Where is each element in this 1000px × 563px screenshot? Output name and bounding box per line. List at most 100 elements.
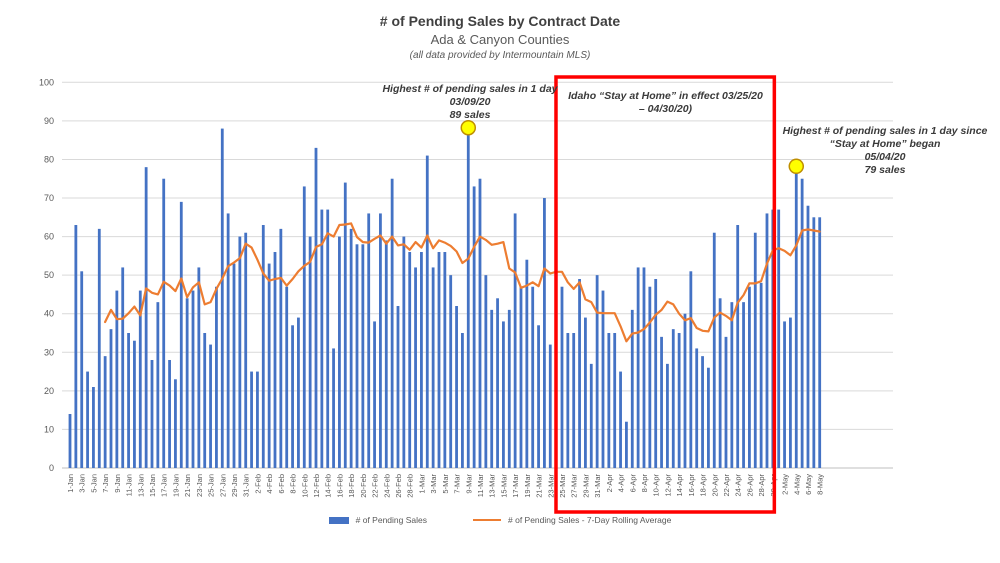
bar (695, 348, 699, 468)
bar (466, 124, 470, 469)
x-tick-label: 6-Apr (628, 474, 637, 493)
annotation-line: Highest # of pending sales in 1 day sinc… (782, 125, 988, 137)
bar (273, 252, 277, 468)
bar (232, 263, 236, 468)
x-tick-label: 22-Apr (722, 474, 731, 497)
bar (648, 286, 652, 468)
x-tick-label: 31-Mar (593, 474, 602, 498)
bar (373, 321, 376, 468)
x-tick-label: 26-Feb (394, 474, 403, 498)
bar (414, 267, 417, 468)
bar (384, 240, 388, 468)
bars (68, 124, 822, 469)
bar (308, 236, 312, 468)
bar (431, 267, 435, 468)
bar (197, 267, 201, 468)
bar (367, 213, 371, 468)
bar (256, 371, 259, 468)
x-tick-label: 14-Feb (324, 474, 333, 498)
bar (748, 286, 751, 468)
x-tick-label: 19-Mar (523, 474, 532, 498)
bar (162, 178, 166, 468)
bar (789, 317, 792, 468)
x-tick-label: 8-Apr (640, 474, 649, 493)
bar (420, 252, 423, 468)
x-tick-label: 28-Apr (757, 474, 766, 497)
chart-subtitle: Ada & Canyon Counties (430, 32, 570, 47)
bar (390, 178, 394, 468)
bar (537, 325, 540, 468)
x-tick-label: 16-Feb (335, 474, 344, 498)
bar (607, 333, 611, 468)
bar (642, 267, 646, 468)
y-tick-label: 60 (44, 232, 54, 242)
bar (572, 333, 576, 468)
x-tick-label: 23-Jan (195, 474, 204, 497)
x-tick-label: 29-Mar (581, 474, 590, 498)
x-tick-label: 31-Jan (242, 474, 251, 497)
y-tick-label: 10 (44, 424, 54, 434)
bar (496, 298, 499, 468)
bar (425, 155, 429, 468)
bar (707, 367, 710, 468)
x-tick-label: 1-Jan (66, 474, 75, 493)
x-tick-label: 4-May (792, 474, 801, 495)
bar (191, 290, 195, 468)
bar (379, 213, 382, 468)
bar (349, 228, 353, 468)
chart-title: # of Pending Sales by Contract Date (379, 13, 621, 29)
bar (677, 333, 681, 468)
bar (689, 271, 693, 468)
bar (630, 309, 634, 468)
bar (185, 298, 189, 468)
bar (654, 279, 658, 468)
bar (765, 213, 769, 468)
bar (800, 178, 804, 468)
chart-legend: # of Pending Sales # of Pending Sales - … (0, 515, 1000, 525)
bar (238, 236, 242, 468)
annotation-line: “Stay at Home” began (829, 138, 941, 150)
bar (109, 329, 113, 468)
y-axis-labels: 0 10 20 30 40 50 60 70 80 90 100 (39, 77, 54, 473)
bar (560, 286, 564, 468)
bar (361, 244, 365, 468)
bar (777, 209, 781, 468)
y-tick-label: 90 (44, 116, 54, 126)
bar (68, 414, 72, 468)
bar (718, 298, 722, 468)
bar (595, 275, 599, 468)
x-tick-label: 8-Feb (289, 474, 298, 494)
bar (244, 232, 248, 468)
bar (589, 363, 593, 468)
x-tick-label: 15-Jan (148, 474, 157, 497)
chart-header: # of Pending Sales by Contract Date Ada … (0, 12, 1000, 63)
bar (566, 333, 570, 468)
x-tick-label: 12-Feb (312, 474, 321, 498)
bar (625, 421, 628, 468)
bar (502, 321, 505, 468)
bar (320, 209, 324, 468)
x-tick-label: 27-Jan (218, 474, 227, 497)
x-tick-label: 21-Jan (183, 474, 192, 497)
bar (338, 236, 341, 468)
bar (343, 182, 347, 468)
x-tick-label: 2-Feb (253, 474, 262, 494)
y-tick-label: 20 (44, 386, 54, 396)
x-tick-label: 5-Jan (89, 474, 98, 493)
bar (138, 290, 142, 468)
x-tick-label: 3-Mar (429, 474, 438, 494)
bar (794, 163, 798, 468)
bar (461, 333, 464, 468)
bar (753, 232, 757, 468)
bar (543, 198, 546, 468)
x-tick-label: 17-Mar (511, 474, 520, 498)
x-tick-label: 6-Feb (277, 474, 286, 494)
x-tick-label: 29-Jan (230, 474, 239, 497)
x-tick-label: 17-Jan (160, 474, 169, 497)
rolling-average-line (103, 222, 821, 343)
bar (783, 321, 786, 468)
annotation-peak-mar9: Highest # of pending sales in 1 day 03/0… (350, 83, 590, 122)
bar (812, 217, 816, 468)
bar (144, 167, 148, 469)
annotation-line: Highest # of pending sales in 1 day (382, 83, 558, 95)
